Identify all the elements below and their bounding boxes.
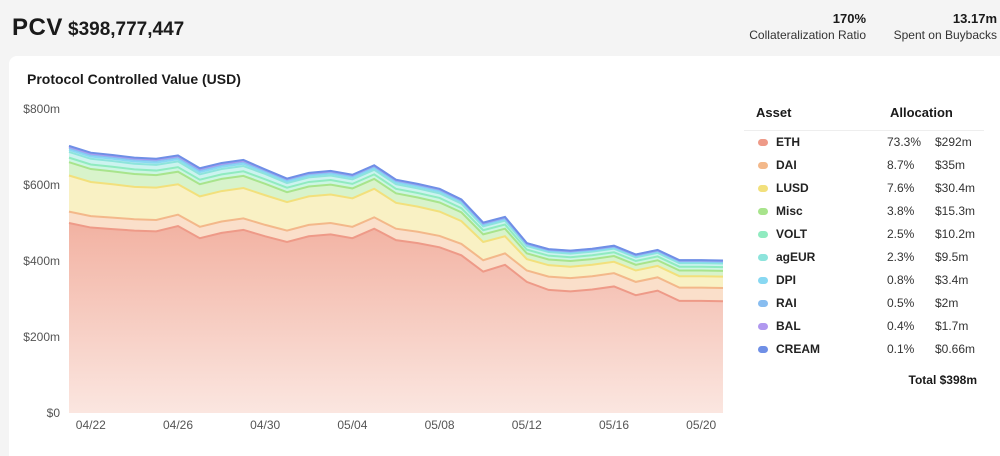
area-layers (68, 144, 724, 413)
legend-row-misc[interactable]: Misc 3.8% $15.3m (744, 200, 984, 223)
legend-asset-name: RAI (776, 296, 797, 310)
line-misc (68, 161, 724, 272)
legend-amount: $35m (935, 158, 966, 172)
legend-swatch (758, 208, 768, 215)
legend-amount: $0.66m (935, 342, 976, 356)
legend-asset-name: Misc (776, 204, 803, 218)
legend-row-cream[interactable]: CREAM 0.1% $0.66m (744, 338, 984, 361)
legend-amount: $2m (935, 296, 959, 310)
legend-percent: 2.5% (887, 227, 915, 241)
legend-amount: $15.3m (935, 204, 976, 218)
area-lusd (69, 175, 723, 288)
legend-asset-name: LUSD (776, 181, 809, 195)
line-ageur (68, 150, 724, 265)
allocation-column-header: Allocation (890, 105, 953, 120)
legend-swatch (758, 185, 768, 192)
legend-rows: ETH 73.3% $292m DAI 8.7% $35m LUSD 7.6% $30.4m Mi… (744, 131, 984, 361)
pcv-label: PCV (12, 14, 63, 41)
line-lusd (68, 174, 724, 278)
x-tick-label: 05/20 (686, 418, 716, 432)
legend-asset-name: agEUR (776, 250, 816, 264)
line-volt (68, 156, 724, 269)
buybacks-value: 13.17m (952, 11, 997, 26)
legend-percent: 0.1% (887, 342, 915, 356)
line-dai (68, 210, 724, 289)
y-tick-label: $0 (47, 406, 61, 420)
legend-amount: $10.2m (935, 227, 976, 241)
x-tick-label: 05/04 (337, 418, 367, 432)
buybacks-label: Spent on Buybacks (893, 28, 997, 42)
area-eth (69, 223, 723, 413)
legend-amount: $292m (935, 135, 972, 149)
legend-swatch (758, 277, 768, 284)
legend-header: Asset Allocation (744, 100, 984, 131)
asset-column-header: Asset (756, 105, 792, 120)
y-tick-label: $200m (23, 330, 60, 344)
legend-percent: 7.6% (887, 181, 915, 195)
buybacks-stat: 13.17m Spent on Buybacks (894, 11, 997, 42)
area-dai (69, 211, 723, 302)
legend-percent: 0.4% (887, 319, 915, 333)
legend-percent: 3.8% (887, 204, 915, 218)
pcv-value: $398,777,447 (68, 19, 185, 40)
collateralization-stat: 170% Collateralization Ratio (749, 11, 866, 42)
legend-row-bal[interactable]: BAL 0.4% $1.7m (744, 315, 984, 338)
x-tick-label: 05/16 (599, 418, 629, 432)
legend-amount: $30.4m (935, 181, 976, 195)
legend-percent: 73.3% (887, 135, 922, 149)
line-eth (68, 222, 724, 303)
x-axis: 04/22 04/26 04/30 05/04 05/08 05/12 05/16 05/20 (76, 418, 717, 432)
legend-asset-name: VOLT (776, 227, 808, 241)
legend-asset-name: DAI (776, 158, 797, 172)
x-tick-label: 05/08 (425, 418, 455, 432)
legend-swatch (758, 231, 768, 238)
x-tick-label: 05/12 (512, 418, 542, 432)
legend-row-volt[interactable]: VOLT 2.5% $10.2m (744, 223, 984, 246)
legend-asset-name: BAL (776, 319, 801, 333)
legend-swatch (758, 254, 768, 261)
collateralization-label: Collateralization Ratio (749, 28, 866, 42)
legend-row-ageur[interactable]: agEUR 2.3% $9.5m (744, 246, 984, 269)
legend-swatch (758, 346, 768, 353)
legend-total: Total $398m (908, 373, 977, 387)
legend-percent: 0.8% (887, 273, 915, 287)
legend-row-lusd[interactable]: LUSD 7.6% $30.4m (744, 177, 984, 200)
chart-title: Protocol Controlled Value (USD) (27, 71, 241, 87)
legend-asset-name: CREAM (776, 342, 820, 356)
y-tick-label: $600m (23, 178, 60, 192)
legend-row-dpi[interactable]: DPI 0.8% $3.4m (744, 269, 984, 292)
header: PCV $398,777,447 170% Collateralization … (0, 0, 1000, 56)
legend-amount: $3.4m (935, 273, 969, 287)
legend-row-rai[interactable]: RAI 0.5% $2m (744, 292, 984, 315)
allocation-legend: Asset Allocation ETH 73.3% $292m DAI 8.7% $35… (744, 100, 984, 387)
y-axis: $0 $200m $400m $600m $800m (23, 102, 60, 420)
x-tick-label: 04/22 (76, 418, 106, 432)
legend-swatch (758, 139, 768, 146)
legend-percent: 8.7% (887, 158, 915, 172)
legend-asset-name: ETH (776, 135, 800, 149)
line-cream (68, 144, 724, 262)
y-tick-label: $800m (23, 102, 60, 116)
legend-asset-name: DPI (776, 273, 797, 287)
x-tick-label: 04/26 (163, 418, 193, 432)
legend-row-eth[interactable]: ETH 73.3% $292m (744, 131, 984, 154)
legend-amount: $9.5m (935, 250, 969, 264)
legend-swatch (758, 162, 768, 169)
legend-row-dai[interactable]: DAI 8.7% $35m (744, 154, 984, 177)
legend-amount: $1.7m (935, 319, 969, 333)
legend-percent: 0.5% (887, 296, 915, 310)
x-tick-label: 04/30 (250, 418, 280, 432)
y-tick-label: $400m (23, 254, 60, 268)
collateralization-value: 170% (832, 11, 866, 26)
legend-percent: 2.3% (887, 250, 915, 264)
legend-swatch (758, 300, 768, 307)
legend-swatch (758, 323, 768, 330)
